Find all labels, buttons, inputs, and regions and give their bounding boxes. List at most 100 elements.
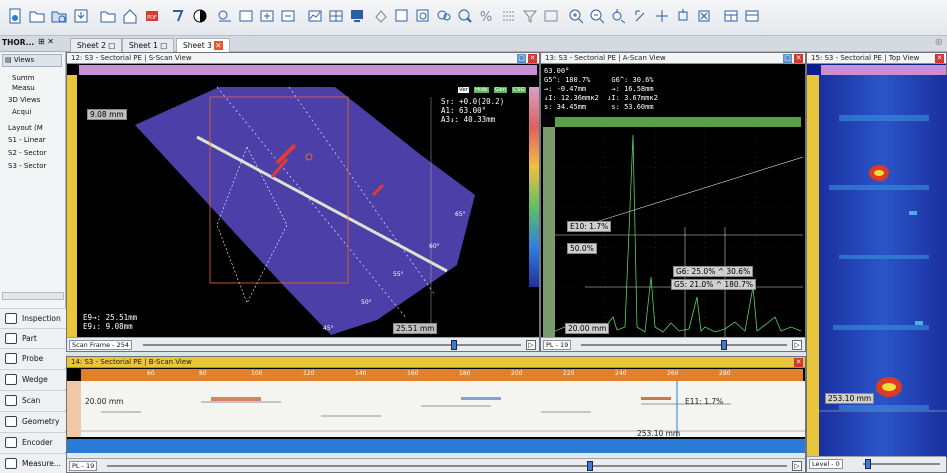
bscan-slider-thumb[interactable] bbox=[587, 461, 593, 471]
monitor-icon[interactable] bbox=[348, 7, 366, 25]
new-file-icon[interactable] bbox=[6, 7, 24, 25]
tab-close-icon[interactable]: ✕ bbox=[214, 41, 223, 50]
tab-close-icon[interactable]: □ bbox=[160, 41, 168, 50]
tree-item-3d-views[interactable]: 3D Views bbox=[8, 96, 41, 104]
pin-icon[interactable]: ⊞ ✕ bbox=[38, 37, 54, 46]
layout-icon[interactable] bbox=[216, 7, 234, 25]
tree-item-summary[interactable]: Summ bbox=[12, 74, 35, 82]
sscan-depth-label: 9.08 mm bbox=[87, 109, 127, 120]
arrow-icon[interactable] bbox=[170, 7, 188, 25]
ascan-percent-label: 50.0% bbox=[567, 243, 597, 254]
folder-icon[interactable] bbox=[99, 7, 117, 25]
tree-item-s2[interactable]: S2 - Sector bbox=[8, 149, 47, 157]
clear-icon[interactable] bbox=[695, 7, 713, 25]
percent-icon[interactable]: % bbox=[477, 7, 495, 25]
sscan-slider-thumb[interactable] bbox=[451, 340, 457, 350]
open-folder-icon[interactable] bbox=[28, 7, 46, 25]
sheet-tab-bar: THOR... ⊞ ✕ Sheet 2 □ Sheet 1 □ Sheet 3 … bbox=[0, 36, 947, 52]
nav-probe[interactable]: Probe bbox=[0, 348, 66, 368]
nav-geometry[interactable]: Geometry bbox=[0, 411, 66, 431]
maximize-icon[interactable]: □ bbox=[783, 54, 792, 63]
topview-slider-thumb[interactable] bbox=[865, 459, 871, 469]
tree-item-s1[interactable]: S1 - Linear bbox=[8, 136, 46, 144]
left-panel: ▤ Views Summ Measu 3D Views Acqui Layout… bbox=[0, 52, 66, 473]
bscan-scroll-strip[interactable] bbox=[67, 453, 805, 459]
grid-icon[interactable] bbox=[327, 7, 345, 25]
play-icon[interactable]: ▷ bbox=[792, 340, 802, 350]
image-icon[interactable] bbox=[542, 7, 560, 25]
cursor-cross-icon[interactable] bbox=[653, 7, 671, 25]
zoom-box-icon[interactable] bbox=[393, 7, 411, 25]
tag-hide[interactable]: Hide bbox=[474, 87, 489, 93]
filter-icon[interactable] bbox=[521, 7, 539, 25]
sscan-plot[interactable] bbox=[77, 75, 539, 337]
bscan-title: 14: S3 - Sectorial PE | B-Scan View bbox=[67, 357, 805, 368]
tab-close-icon[interactable]: □ bbox=[108, 41, 116, 50]
ascan-slider-thumb[interactable] bbox=[721, 340, 727, 350]
zoom-data-icon[interactable] bbox=[414, 7, 432, 25]
nav-wedge[interactable]: Wedge bbox=[0, 369, 66, 389]
chart-icon[interactable] bbox=[306, 7, 324, 25]
sscan-tag-row: Ver Hide Gen CSG bbox=[458, 87, 530, 97]
move-icon[interactable]: ⊕ bbox=[934, 37, 943, 48]
tab-sheet-3[interactable]: Sheet 3 ✕ bbox=[176, 38, 230, 52]
tab-sheet-2[interactable]: Sheet 2 □ bbox=[70, 38, 123, 52]
window-remove-icon[interactable] bbox=[279, 7, 297, 25]
group-icon[interactable] bbox=[435, 7, 453, 25]
bscan-cursor-label: 253.10 mm bbox=[637, 429, 681, 438]
export-icon[interactable]: PDF bbox=[143, 7, 161, 25]
nav-scan[interactable]: Scan bbox=[0, 390, 66, 410]
nav-inspection[interactable]: Inspection bbox=[0, 308, 66, 328]
contrast-icon[interactable] bbox=[191, 7, 209, 25]
pan-icon[interactable] bbox=[609, 7, 627, 25]
sscan-slider-track[interactable] bbox=[143, 344, 521, 346]
window-add-icon[interactable] bbox=[258, 7, 276, 25]
color-icon[interactable] bbox=[456, 7, 474, 25]
list-icon[interactable] bbox=[500, 7, 518, 25]
save-icon[interactable] bbox=[72, 7, 90, 25]
tag-csg[interactable]: CSG bbox=[512, 87, 526, 93]
nav-measure-label: Measure... bbox=[22, 459, 62, 468]
tree-item-measures[interactable]: Measu bbox=[12, 84, 35, 92]
tree-item-acquisition[interactable]: Acqui bbox=[12, 108, 32, 116]
close-icon[interactable]: ✕ bbox=[794, 358, 803, 367]
zoom-in-icon[interactable] bbox=[567, 7, 585, 25]
layout-a-icon[interactable] bbox=[722, 7, 740, 25]
close-icon[interactable]: ✕ bbox=[794, 54, 803, 63]
topview-slider-track[interactable] bbox=[863, 463, 940, 465]
open-data-icon[interactable] bbox=[50, 7, 68, 25]
home-icon[interactable] bbox=[121, 7, 139, 25]
bscan-slider-track[interactable] bbox=[107, 465, 787, 467]
tag-gen[interactable]: Gen bbox=[494, 87, 508, 93]
ascan-plot[interactable] bbox=[555, 127, 803, 337]
ascan-slider-track[interactable] bbox=[581, 344, 787, 346]
bscan-ruler-tick: 220 bbox=[563, 370, 575, 377]
tag-ver[interactable]: Ver bbox=[458, 87, 469, 93]
cursor-icon[interactable] bbox=[372, 7, 390, 25]
layout-b-icon[interactable] bbox=[743, 7, 761, 25]
window-icon[interactable] bbox=[237, 7, 255, 25]
zoom-out-icon[interactable] bbox=[588, 7, 606, 25]
maximize-icon[interactable]: □ bbox=[517, 54, 526, 63]
hand-icon[interactable] bbox=[632, 7, 650, 25]
bscan-plot[interactable] bbox=[81, 381, 805, 437]
tree-item-layout[interactable]: Layout (M bbox=[8, 124, 43, 132]
play-icon[interactable]: ▷ bbox=[792, 461, 802, 471]
close-icon[interactable]: ✕ bbox=[528, 54, 537, 63]
topview-top-ruler bbox=[821, 65, 946, 75]
bscan-pl-select[interactable]: PL - 19 bbox=[69, 461, 98, 471]
play-icon[interactable]: ▷ bbox=[526, 340, 536, 350]
ascan-pl-select[interactable]: PL - 19 bbox=[543, 340, 572, 350]
tab-sheet-1[interactable]: Sheet 1 □ bbox=[122, 38, 175, 52]
measure-icon[interactable] bbox=[674, 7, 692, 25]
scan-frame-select[interactable]: Scan Frame - 254 bbox=[69, 340, 133, 350]
views-header[interactable]: ▤ Views bbox=[2, 54, 62, 67]
bscan-ruler-tick: 120 bbox=[303, 370, 315, 377]
level-select[interactable]: Level - 0 bbox=[809, 459, 843, 469]
nav-measure[interactable]: Measure... bbox=[0, 453, 66, 473]
tree-item-s3[interactable]: S3 - Sector bbox=[8, 162, 47, 170]
tree-scrollbar[interactable] bbox=[2, 292, 64, 300]
nav-part[interactable]: Part bbox=[0, 328, 66, 348]
close-icon[interactable]: ✕ bbox=[935, 54, 944, 63]
nav-encoder[interactable]: Encoder bbox=[0, 432, 66, 452]
